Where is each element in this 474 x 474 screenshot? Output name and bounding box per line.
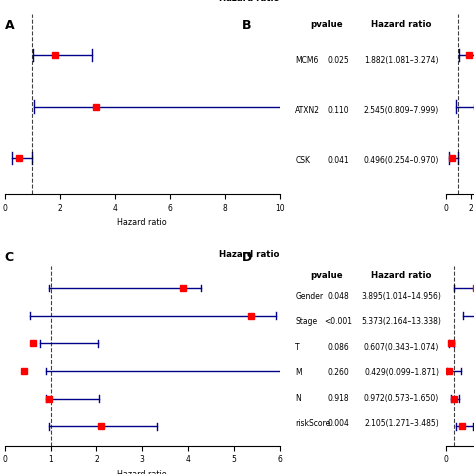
Text: 0.048: 0.048 [328,292,349,301]
Text: 3.895(1.014–14.956): 3.895(1.014–14.956) [362,292,441,301]
Text: 5.373(2.164–13.338): 5.373(2.164–13.338) [362,318,441,327]
Text: A: A [5,19,14,32]
Text: pvalue: pvalue [310,19,343,28]
Text: 1.882(1.081–3.274): 1.882(1.081–3.274) [365,56,439,65]
Text: 0.025: 0.025 [328,56,349,65]
Text: Gender: Gender [295,292,323,301]
Text: D: D [242,251,252,264]
Text: C: C [5,251,14,264]
Text: 0.041: 0.041 [328,155,349,164]
Text: 2.545(0.809–7.999): 2.545(0.809–7.999) [364,106,439,115]
Text: Hazard ratio: Hazard ratio [371,19,432,28]
Text: 0.972(0.573–1.650): 0.972(0.573–1.650) [364,394,439,403]
Text: Stage: Stage [295,318,317,327]
Text: MCM6: MCM6 [295,56,319,65]
Text: 0.918: 0.918 [328,394,349,403]
Text: 0.429(0.099–1.871): 0.429(0.099–1.871) [364,368,439,377]
Text: CSK: CSK [295,155,310,164]
Text: riskScore: riskScore [295,419,330,428]
Text: N: N [295,394,301,403]
X-axis label: Hazard ratio: Hazard ratio [118,218,167,227]
Text: T: T [295,343,300,352]
Text: 0.086: 0.086 [328,343,349,352]
Text: M: M [295,368,302,377]
Text: Hazard ratio: Hazard ratio [371,271,432,280]
Text: 0.110: 0.110 [328,106,349,115]
Text: 0.607(0.343–1.074): 0.607(0.343–1.074) [364,343,439,352]
Text: 0.496(0.254–0.970): 0.496(0.254–0.970) [364,155,439,164]
Text: B: B [242,19,251,32]
Text: pvalue: pvalue [310,271,343,280]
Text: ATXN2: ATXN2 [295,106,320,115]
X-axis label: Hazard ratio: Hazard ratio [118,470,167,474]
Text: <0.001: <0.001 [325,318,353,327]
Text: 0.004: 0.004 [328,419,349,428]
Text: Hazard ratio: Hazard ratio [219,0,280,3]
Text: Hazard ratio: Hazard ratio [219,250,280,259]
Text: 2.105(1.271–3.485): 2.105(1.271–3.485) [364,419,439,428]
Text: 0.260: 0.260 [328,368,349,377]
